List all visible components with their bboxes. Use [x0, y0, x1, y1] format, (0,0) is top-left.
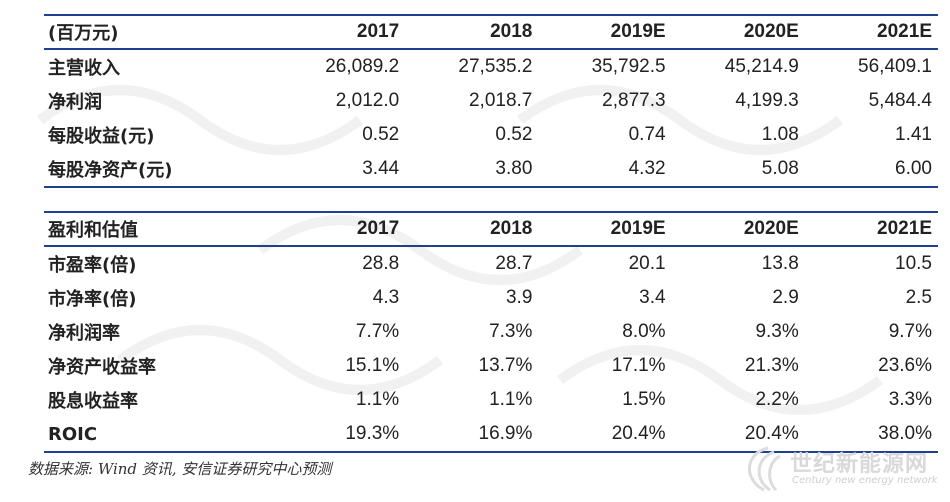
value-cell: 1.1%	[355, 389, 400, 410]
value-cell: 4.32	[538, 152, 672, 188]
value-cell: 5,484.4	[868, 90, 932, 111]
year-header-cell: 2019E	[538, 14, 672, 50]
table-row: 市净率(倍) 4.3 3.9 3.4 2.9 2.5	[44, 281, 938, 315]
table-row: 每股净资产(元) 3.44 3.80 4.32 5.08 6.00	[44, 152, 938, 188]
table-header-row: 盈利和估值 2017 2018 2019E 2020E 2021E	[44, 211, 938, 247]
value-cell: 20.4%	[671, 417, 805, 453]
table-header-row: (百万元) 2017 2018 2019E 2020E 2021E	[44, 14, 938, 50]
year-header-cell: 2020E	[671, 14, 805, 50]
value-cell: 27,535.2	[458, 56, 533, 77]
value-cell: 19.3%	[272, 417, 406, 453]
year-header-cell: 2018	[405, 14, 539, 50]
value-cell: 16.9%	[405, 417, 539, 453]
value-cell: 23.6%	[878, 355, 932, 376]
row-label-cell: 净利润率	[48, 323, 120, 344]
year-header-cell: 2021E	[804, 211, 938, 247]
header-label-cell: (百万元)	[44, 14, 273, 50]
value-cell: 17.1%	[611, 355, 666, 376]
table-row: ROIC 19.3% 16.9% 20.4% 20.4% 38.0%	[44, 417, 938, 453]
value-cell: 20.4%	[538, 417, 672, 453]
year-header-cell: 2017	[272, 14, 406, 50]
value-cell: 0.52	[362, 124, 400, 145]
row-label-cell: 市净率(倍)	[48, 289, 137, 310]
value-cell: 8.0%	[622, 321, 666, 342]
value-cell: 2,012.0	[335, 90, 400, 111]
value-cell: 45,214.9	[724, 56, 799, 77]
row-label-cell: 每股净资产(元)	[44, 152, 273, 188]
value-cell: 2.5	[905, 287, 932, 308]
value-cell: 56,409.1	[858, 56, 932, 77]
year-header-cell: 2020E	[671, 211, 805, 247]
value-cell: 3.4	[639, 287, 666, 308]
value-cell: 28.8	[362, 253, 400, 274]
value-cell: 3.44	[272, 152, 406, 188]
value-cell: 4,199.3	[735, 90, 799, 111]
logo-text: 世纪新能源网	[790, 452, 929, 477]
row-label-cell: ROIC	[44, 417, 273, 453]
value-cell: 1.08	[761, 124, 799, 145]
value-cell: 35,792.5	[591, 56, 666, 77]
data-source-note: 数据来源: Wind 资讯, 安信证券研究中心预测	[28, 460, 332, 478]
logo-subtext: Century new energy network	[792, 475, 938, 486]
value-cell: 0.52	[495, 124, 533, 145]
value-cell: 0.74	[628, 124, 666, 145]
table-row: 主营收入 26,089.2 27,535.2 35,792.5 45,214.9 56,4…	[44, 49, 938, 84]
year-header-cell: 2021E	[804, 14, 938, 50]
financial-summary-table: (百万元) 2017 2018 2019E 2020E 2021E 主营收入 26,089.2…	[44, 14, 938, 188]
header-label-cell: 盈利和估值	[44, 211, 273, 247]
value-cell: 9.7%	[888, 321, 932, 342]
value-cell: 1.5%	[622, 389, 666, 410]
value-cell: 10.5	[895, 253, 932, 274]
value-cell: 20.1	[628, 253, 666, 274]
value-cell: 15.1%	[345, 355, 400, 376]
value-cell: 7.3%	[489, 321, 533, 342]
table-row: 市盈率(倍) 28.8 28.7 20.1 13.8 10.5	[44, 246, 938, 281]
table-row: 净利润 2,012.0 2,018.7 2,877.3 4,199.3 5,484.4	[44, 84, 938, 118]
value-cell: 6.00	[804, 152, 938, 188]
value-cell: 9.3%	[755, 321, 799, 342]
year-header-cell: 2017	[272, 211, 406, 247]
row-label-cell: 股息收益率	[48, 391, 138, 412]
year-header-cell: 2018	[405, 211, 539, 247]
value-cell: 2.2%	[755, 389, 799, 410]
year-header-cell: 2019E	[538, 211, 672, 247]
row-label-cell: 主营收入	[48, 58, 120, 79]
value-cell: 2,877.3	[602, 90, 666, 111]
value-cell: 28.7	[495, 253, 533, 274]
value-cell: 2.9	[772, 287, 799, 308]
value-cell: 2,018.7	[468, 90, 533, 111]
row-label-cell: 净资产收益率	[48, 357, 156, 378]
value-cell: 7.7%	[355, 321, 400, 342]
table-row: 净利润率 7.7% 7.3% 8.0% 9.3% 9.7%	[44, 315, 938, 349]
row-label-cell: 净利润	[48, 92, 102, 113]
row-label-cell: 每股收益(元)	[48, 126, 155, 147]
profitability-valuation-table: 盈利和估值 2017 2018 2019E 2020E 2021E 市盈率(倍) 28.8 28…	[44, 211, 938, 453]
value-cell: 5.08	[671, 152, 805, 188]
table-row: 净资产收益率 15.1% 13.7% 17.1% 21.3% 23.6%	[44, 349, 938, 383]
value-cell: 3.80	[405, 152, 539, 188]
value-cell: 3.3%	[888, 389, 932, 410]
value-cell: 21.3%	[744, 355, 799, 376]
row-label-cell: 市盈率(倍)	[48, 255, 137, 276]
value-cell: 13.8	[761, 253, 799, 274]
value-cell: 1.1%	[489, 389, 533, 410]
logo-swirl-icon	[748, 446, 781, 492]
value-cell: 4.3	[372, 287, 400, 308]
value-cell: 38.0%	[804, 417, 938, 453]
table-row: 每股收益(元) 0.52 0.52 0.74 1.08 1.41	[44, 118, 938, 152]
value-cell: 26,089.2	[325, 56, 400, 77]
value-cell: 13.7%	[478, 355, 533, 376]
value-cell: 1.41	[895, 124, 932, 145]
table-row: 股息收益率 1.1% 1.1% 1.5% 2.2% 3.3%	[44, 383, 938, 417]
value-cell: 3.9	[505, 287, 533, 308]
